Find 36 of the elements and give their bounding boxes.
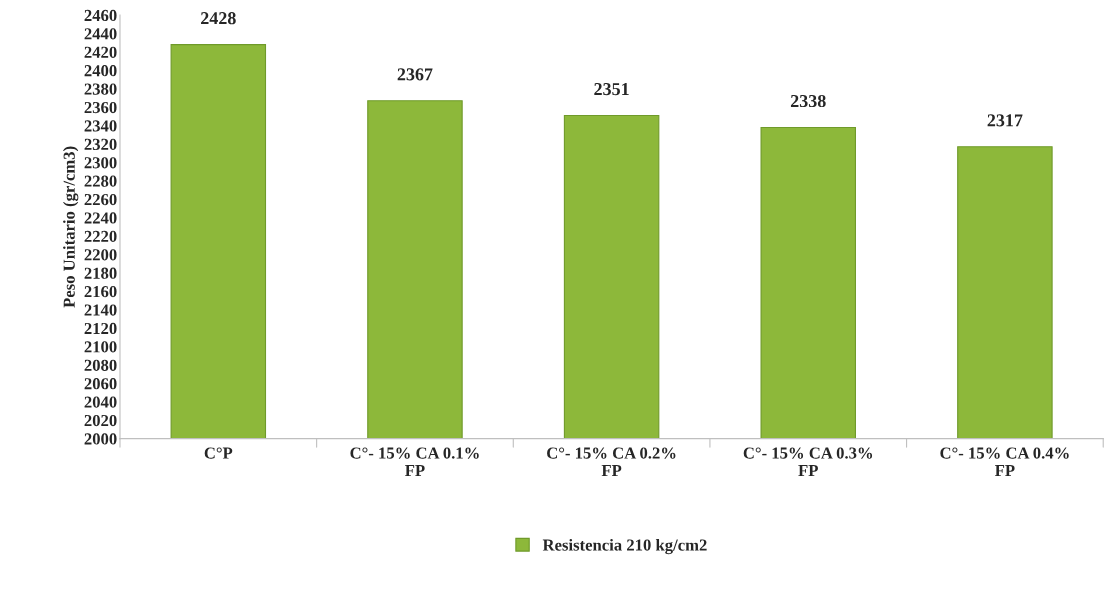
y-tick-label: 2200 <box>84 249 117 261</box>
y-tick-label: 2320 <box>84 138 117 150</box>
y-tick-label: 2180 <box>84 267 117 279</box>
y-tick-label: 2060 <box>84 378 117 390</box>
data-label: 2428 <box>201 12 236 25</box>
y-tick-label: 2360 <box>84 101 117 114</box>
legend-label: Resistencia 210 kg/cm2 <box>542 538 707 555</box>
y-tick-label: 2100 <box>84 341 117 353</box>
x-tick-label: C°- 15% CA 0.2% FP <box>547 447 676 476</box>
y-tick-label: 2240 <box>84 212 117 224</box>
data-label: 2367 <box>397 68 433 81</box>
y-tick-label: 2160 <box>84 286 117 298</box>
x-tick-label: C°- 15% CA 0.3% FP <box>743 447 873 476</box>
data-label: 2351 <box>594 83 629 96</box>
y-tick-label: 2040 <box>84 396 117 408</box>
y-tick-label: 2140 <box>84 304 117 316</box>
y-tick-label: 2460 <box>84 9 117 22</box>
y-tick-label: 2120 <box>84 322 117 335</box>
x-tick-label: C°- 15% CA 0.1% FP <box>350 447 479 476</box>
y-tick-label: 2400 <box>84 65 117 77</box>
y-tick-label: 2300 <box>84 157 117 169</box>
y-tick-label: 2280 <box>84 175 117 187</box>
y-tick-label: 2440 <box>84 28 117 40</box>
data-label: 2338 <box>790 94 826 108</box>
y-tick-label: 2000 <box>84 433 117 445</box>
y-tick-label: 2380 <box>84 83 117 95</box>
y-axis-title: Peso Unitario (gr/cm3) <box>63 146 79 308</box>
y-tick-label: 2020 <box>84 414 117 427</box>
y-tick-label: 2260 <box>84 193 117 206</box>
y-tick-label: 2420 <box>84 46 117 58</box>
data-label: 2317 <box>987 114 1023 127</box>
y-tick-label: 2340 <box>84 120 117 132</box>
y-tick-label: 2080 <box>84 359 117 371</box>
x-tick-label: C°- 15% CA 0.4% FP <box>940 447 1069 476</box>
x-tick-label: C°P <box>204 447 233 459</box>
y-tick-label: 2220 <box>84 230 117 243</box>
